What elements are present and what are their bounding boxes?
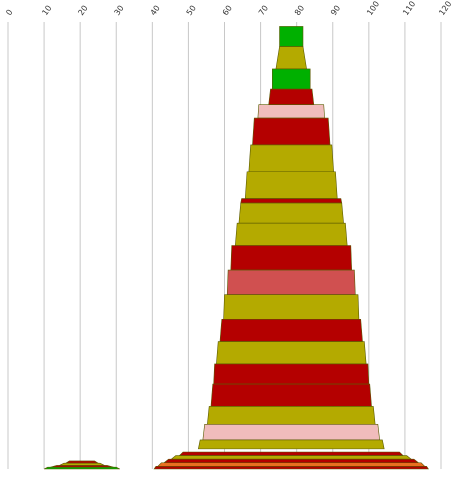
shape-0-band-6 xyxy=(248,144,334,173)
x-tick-label: 70 xyxy=(257,4,270,18)
shape-0-band-12 xyxy=(226,269,356,295)
shape-0-band-16 xyxy=(213,363,370,385)
shape-0-band-24 xyxy=(157,462,426,467)
shape-0-band-25 xyxy=(153,466,429,470)
shape-0-band-14 xyxy=(219,318,363,342)
x-tick-label: 80 xyxy=(293,4,306,18)
x-tick-label: 100 xyxy=(365,0,381,17)
shape-0-band-18 xyxy=(207,406,376,425)
shape-0-band-1 xyxy=(275,46,307,70)
shape-0-band-22 xyxy=(170,455,413,460)
shape-0-band-3 xyxy=(268,88,315,105)
x-tick-labels: 0 10 20 30 40 50 60 70 80 90 100 110 120 xyxy=(4,0,452,17)
x-tick-label: 0 xyxy=(4,8,14,17)
shape-0-band-21 xyxy=(178,451,404,456)
shape-0-band-5 xyxy=(252,117,331,146)
shape-0-band-23 xyxy=(163,458,420,464)
shape-0-band-0 xyxy=(279,26,304,47)
x-tick-label: 60 xyxy=(221,4,234,18)
shape-0-band-13 xyxy=(223,294,360,320)
shape-0-band-9 xyxy=(238,202,344,224)
shape-1-band-3 xyxy=(43,466,120,470)
x-tick-label: 20 xyxy=(76,4,89,18)
shape-0-band-7 xyxy=(244,171,338,199)
x-tick-label: 50 xyxy=(185,4,198,18)
shape-0-band-17 xyxy=(210,383,372,407)
x-tick-label: 30 xyxy=(113,4,126,18)
shape-0-band-2 xyxy=(272,68,311,90)
shape-0-band-4 xyxy=(257,104,325,119)
shape-0-band-10 xyxy=(234,222,348,246)
chart-shapes xyxy=(43,26,429,470)
shape-0-band-11 xyxy=(230,245,353,271)
shape-0-band-15 xyxy=(216,341,367,365)
shape-0-band-19 xyxy=(202,423,380,441)
shape-0-band-20 xyxy=(197,439,385,450)
x-tick-label: 10 xyxy=(40,4,53,18)
x-tick-label: 110 xyxy=(401,0,417,17)
x-tick-label: 120 xyxy=(437,0,452,17)
shape-1-band-1 xyxy=(59,462,105,466)
x-tick-label: 90 xyxy=(329,4,342,18)
x-tick-label: 40 xyxy=(149,4,162,18)
shape-1-band-0 xyxy=(64,460,100,464)
shape-0-band-8 xyxy=(240,198,343,204)
